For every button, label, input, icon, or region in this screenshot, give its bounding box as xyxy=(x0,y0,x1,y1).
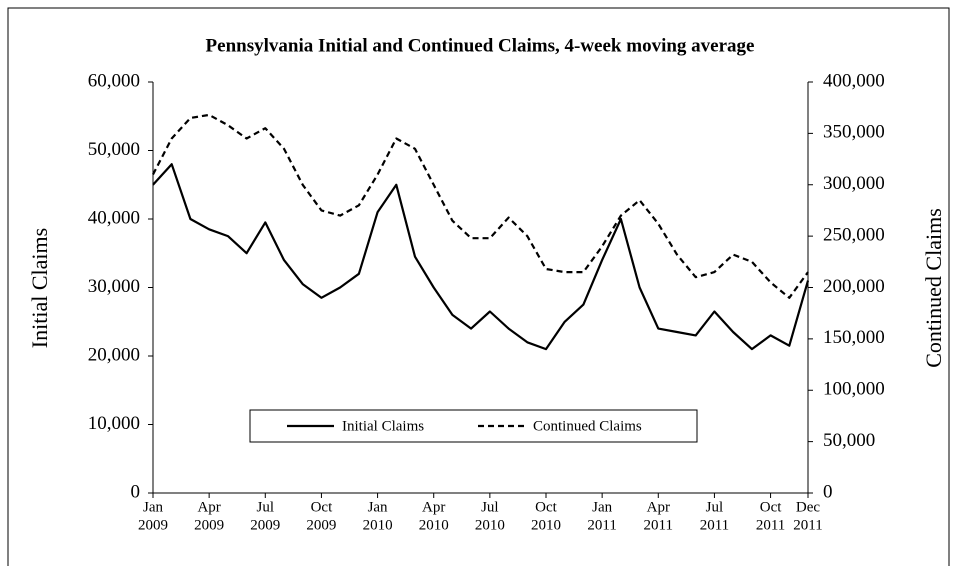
y-tick-label: 20,000 xyxy=(88,344,140,365)
x-tick-label: Apr xyxy=(647,499,670,515)
x-tick-label: 2009 xyxy=(138,517,168,533)
y2-tick-label: 400,000 xyxy=(823,70,885,91)
x-tick-label: 2010 xyxy=(531,517,561,533)
x-tick-label: Jan xyxy=(368,499,388,515)
x-tick-label: Jul xyxy=(481,499,499,515)
x-tick-label: 2011 xyxy=(756,517,785,533)
y-tick-label: 60,000 xyxy=(88,70,140,91)
x-tick-label: 2010 xyxy=(475,517,505,533)
y2-tick-label: 250,000 xyxy=(823,224,885,245)
x-tick-label: 2011 xyxy=(587,517,616,533)
y2-tick-label: 50,000 xyxy=(823,430,875,451)
y-axis-title: Initial Claims xyxy=(27,228,52,348)
frame xyxy=(7,7,950,566)
x-tick-label: Apr xyxy=(422,499,445,515)
x-tick-label: 2010 xyxy=(363,517,393,533)
series-line xyxy=(152,163,810,351)
x-tick-label: Jan xyxy=(143,499,163,515)
x-tick-label: 2011 xyxy=(644,517,673,533)
x-tick-label: Jul xyxy=(257,499,275,515)
x-tick-label: Jul xyxy=(706,499,724,515)
x-tick-label: 2010 xyxy=(419,517,449,533)
x-tick-label: 2009 xyxy=(306,517,336,533)
y2-tick-label: 300,000 xyxy=(823,173,885,194)
x-tick-label: Apr xyxy=(197,499,220,515)
x-tick-label: Oct xyxy=(535,499,557,515)
y-tick-label: 30,000 xyxy=(88,276,140,297)
y-tick-label: 50,000 xyxy=(88,139,140,160)
x-tick-label: Oct xyxy=(760,499,782,515)
x-tick-label: 2011 xyxy=(793,517,822,533)
y2-tick-label: 150,000 xyxy=(823,327,885,348)
x-tick-label: Dec xyxy=(796,499,820,515)
y2-tick-label: 200,000 xyxy=(823,276,885,297)
x-tick-label: Jan xyxy=(592,499,612,515)
y2-tick-label: 100,000 xyxy=(823,379,885,400)
y2-axis-title: Continued Claims xyxy=(921,208,946,368)
legend-label: Continued Claims xyxy=(533,418,642,434)
series-line xyxy=(152,113,809,299)
legend-label: Initial Claims xyxy=(342,418,424,434)
chart-title: Pennsylvania Initial and Continued Claim… xyxy=(206,35,755,56)
x-tick-label: 2009 xyxy=(250,517,280,533)
x-tick-label: Oct xyxy=(311,499,333,515)
y2-tick-label: 350,000 xyxy=(823,122,885,143)
x-tick-label: 2011 xyxy=(700,517,729,533)
y2-tick-label: 0 xyxy=(823,481,833,502)
x-tick-label: 2009 xyxy=(194,517,224,533)
y-tick-label: 10,000 xyxy=(88,413,140,434)
y-tick-label: 0 xyxy=(131,481,141,502)
y-tick-label: 40,000 xyxy=(88,207,140,228)
